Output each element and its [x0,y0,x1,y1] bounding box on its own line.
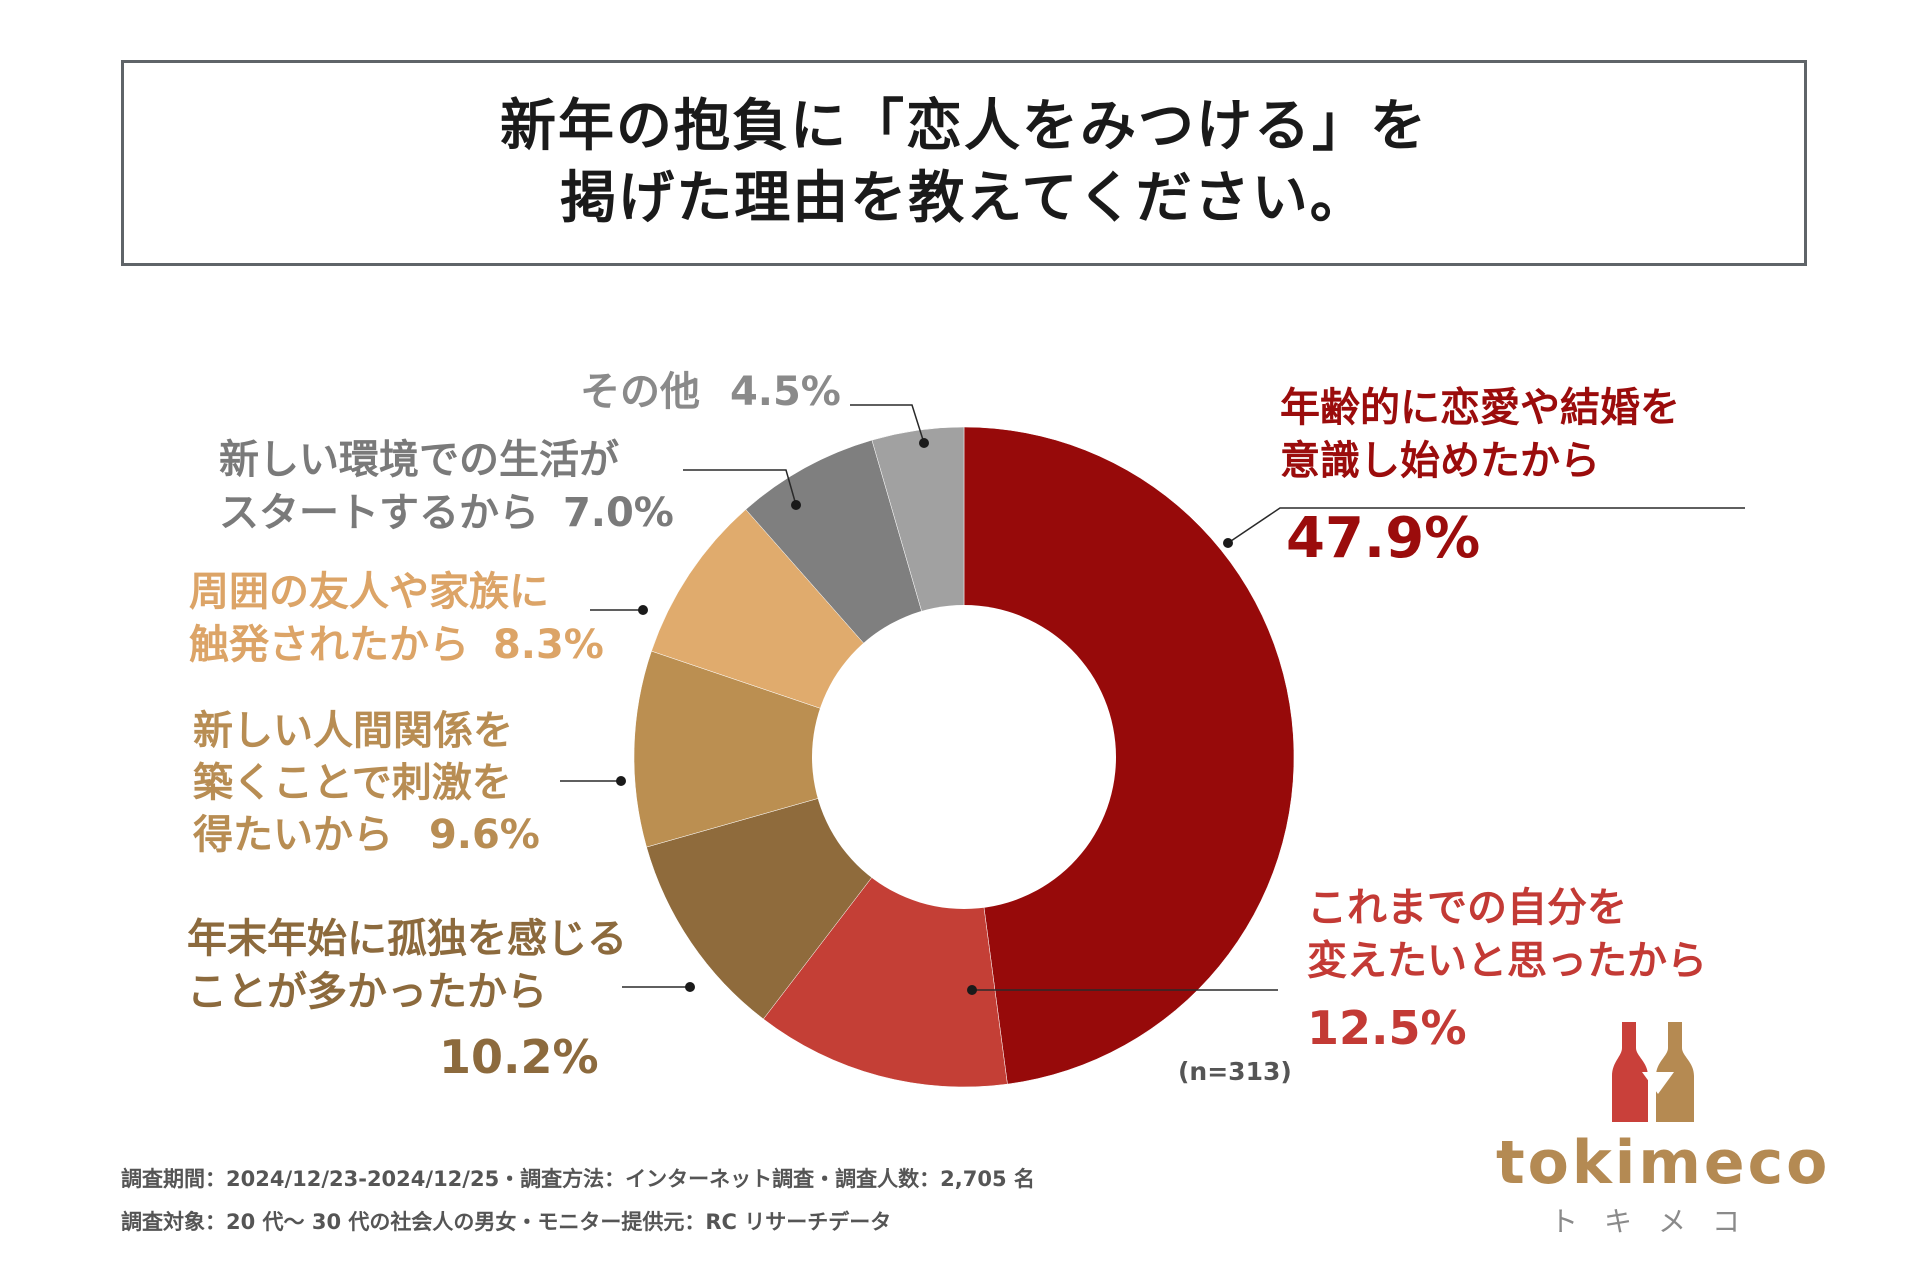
donut-slice-3 [633,650,965,848]
value-label: 12.5% [1307,1000,1467,1055]
survey-target-note: 調査対象：20 代〜 30 代の社会人の男女・モニター提供元：RC リサーチデー… [121,1210,892,1234]
label-other: その他 4.5% [580,366,841,419]
donut-hole [812,605,1116,909]
leader-line-5 [683,469,797,506]
leader-line-6 [850,404,925,444]
label-age-awareness: 年齢的に恋愛や結婚を 意識し始めたから 47.9% [1280,382,1680,576]
wine-bottles-icon [1612,1022,1694,1122]
bottle-left-icon [1612,1022,1648,1122]
logo-wordmark: tokimeco [1496,1128,1831,1198]
label-new-relationships: 新しい人間関係を 築くことで刺激を 得たいから 9.6% [193,705,540,861]
label-text: 築くことで刺激を [193,760,512,806]
value-label: 10.2% [439,1029,599,1084]
donut-slice-0 [963,426,1295,1085]
label-text: 変えたいと思ったから [1307,937,1707,984]
value-label: 7.0% [562,489,674,536]
leader-dot-2 [685,982,695,992]
leader-dot-3 [616,776,626,786]
label-text: スタートするから [219,489,539,536]
title-line-2: 掲げた理由を教えてください。 [560,166,1368,231]
label-text: 周囲の友人や家族に [189,569,549,615]
title-line-1: 新年の抱負に「恋人をみつける」を [500,94,1428,160]
label-line-2: 触発されたから 8.3% [189,619,604,672]
label-change-self: これまでの自分を 変えたいと思ったから 12.5% [1307,882,1707,1058]
label-text: 意識し始めたから [1280,437,1600,484]
label-inspired: 周囲の友人や家族に 触発されたから 8.3% [189,566,604,672]
leader-dot-5 [791,500,801,510]
label-text: ことが多かったから [187,968,547,1015]
survey-period-note: 調査期間：2024/12/23-2024/12/25・調査方法：インターネット調… [121,1167,1035,1191]
value-label: 47.9% [1286,505,1481,571]
value-label: 9.6% [428,812,540,858]
label-text: その他 [580,369,700,415]
leader-dot-6 [919,438,929,448]
label-text: 新しい人間関係を [193,708,513,754]
label-line-2: スタートするから 7.0% [219,487,674,540]
sample-size-note: (n=313) [1178,1057,1292,1086]
bottle-right-icon [1656,1022,1694,1122]
leader-dot-0 [1223,538,1233,548]
logo-kana: トキメコ [1549,1205,1766,1238]
label-text: 年齢的に恋愛や結婚を [1280,385,1680,431]
leader-dot-4 [638,605,648,615]
value-label: 4.5% [729,369,841,415]
label-text: 触発されたから [189,621,469,668]
label-text: 得たいから [193,812,393,858]
leader-dot-1 [967,985,977,995]
label-new-environment: 新しい環境での生活が スタートするから 7.0% [219,434,674,540]
glass-shape-icon [1642,1072,1674,1094]
label-text: これまでの自分を [1307,885,1627,931]
value-label: 8.3% [492,621,604,668]
title-box: 新年の抱負に「恋人をみつける」を 掲げた理由を教えてください。 [121,60,1807,266]
label-loneliness: 年末年始に孤独を感じる ことが多かったから 10.2% [187,913,627,1087]
leader-line-0 [1227,507,1745,544]
label-line-3: 得たいから 9.6% [193,809,540,861]
label-text: 新しい環境での生活が [219,437,619,483]
label-text: 年末年始に孤独を感じる [187,916,627,962]
